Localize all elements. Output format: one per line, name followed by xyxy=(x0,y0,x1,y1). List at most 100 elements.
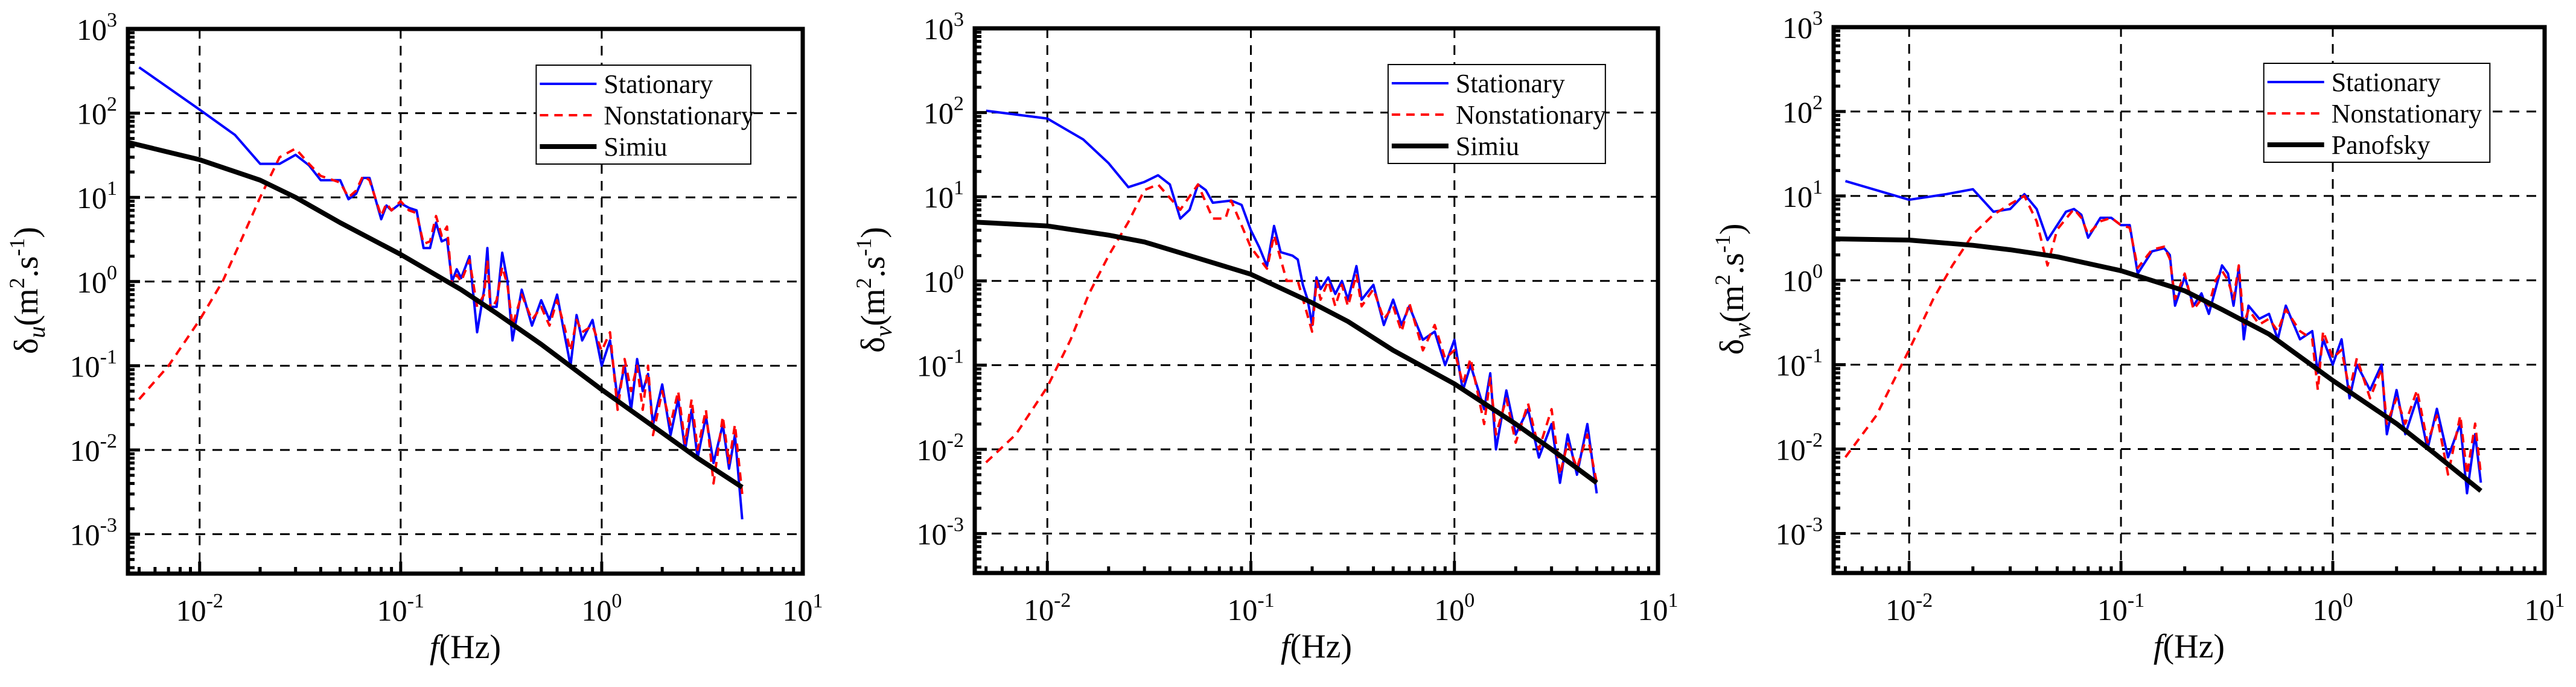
y-tick-exp: 1 xyxy=(1812,176,1823,198)
y-tick-base: 10 xyxy=(923,97,954,130)
y-tick-exp: -3 xyxy=(100,514,117,537)
y-tick-label: 10-3 xyxy=(1776,513,1823,551)
legend-label: Stationary xyxy=(2332,68,2441,97)
y-label-unit: (m xyxy=(8,288,45,326)
x-tick-base: 10 xyxy=(1227,593,1257,627)
series-line-simiu xyxy=(975,220,1598,485)
y-tick-exp: 2 xyxy=(1812,92,1823,114)
y-axis-label: δv(m2.s-1) xyxy=(852,227,897,353)
y-label-unit: ) xyxy=(1714,224,1751,235)
y-label-unit: (m xyxy=(1714,285,1751,323)
y-tick-label: 10-1 xyxy=(1776,345,1823,382)
y-tick-exp: 0 xyxy=(954,261,964,283)
y-label-subscript: w xyxy=(1729,323,1756,339)
y-tick-label: 101 xyxy=(923,177,964,214)
y-tick-exp: 3 xyxy=(954,8,964,31)
x-tick-base: 10 xyxy=(581,594,611,627)
y-tick-base: 10 xyxy=(1776,517,1806,551)
y-tick-base: 10 xyxy=(917,433,947,467)
y-axis-label: δu(m2.s-1) xyxy=(5,227,50,354)
y-tick-label: 10-3 xyxy=(70,514,117,552)
x-tick-exp: -1 xyxy=(1257,589,1274,612)
x-tick-label: 101 xyxy=(783,590,823,627)
x-tick-label: 101 xyxy=(1638,589,1679,627)
y-tick-base: 10 xyxy=(917,518,947,551)
legend-label: Stationary xyxy=(604,69,713,99)
x-tick-exp: 0 xyxy=(1464,589,1475,612)
y-tick-label: 103 xyxy=(77,9,117,46)
legend-label: Nonstationary xyxy=(2332,99,2482,128)
y-tick-label: 10-1 xyxy=(917,345,964,382)
y-tick-base: 10 xyxy=(1776,349,1806,382)
y-tick-label: 102 xyxy=(923,93,964,130)
y-tick-base: 10 xyxy=(70,349,100,383)
y-tick-label: 100 xyxy=(1782,261,1823,298)
y-label-symbol: δ xyxy=(1714,339,1751,355)
y-tick-label: 100 xyxy=(923,261,964,299)
x-label-unit: (Hz) xyxy=(439,628,501,666)
y-tick-exp: -2 xyxy=(100,430,117,452)
y-tick-label: 101 xyxy=(1782,176,1823,214)
legend-label: Panofsky xyxy=(2332,130,2431,160)
x-tick-exp: 0 xyxy=(2343,589,2353,612)
x-tick-label: 10-2 xyxy=(1886,589,1933,627)
y-label-unit: ) xyxy=(8,227,45,238)
x-tick-base: 10 xyxy=(783,594,813,627)
chart-panel-2: 10-2 10-1 100 10110-310-210-1100101102103f(… xyxy=(852,8,1679,665)
y-tick-base: 10 xyxy=(923,265,954,299)
y-tick-label: 103 xyxy=(1782,7,1823,45)
y-label-sup: 2 xyxy=(5,277,29,288)
legend-label: Stationary xyxy=(1456,69,1565,98)
x-tick-base: 10 xyxy=(377,594,407,627)
x-label-unit: (Hz) xyxy=(2163,628,2225,665)
series-line-stationary xyxy=(1844,180,2482,495)
y-tick-exp: -1 xyxy=(100,346,117,368)
x-tick-label: 10-1 xyxy=(2097,589,2144,627)
x-tick-base: 10 xyxy=(1024,593,1054,627)
y-tick-exp: 2 xyxy=(107,93,117,116)
series-line-simiu xyxy=(128,140,744,490)
x-tick-exp: 1 xyxy=(2555,589,2565,612)
x-tick-exp: -2 xyxy=(206,590,223,612)
y-tick-label: 101 xyxy=(77,177,117,215)
y-tick-label: 100 xyxy=(77,262,117,299)
y-label-unit: (m xyxy=(855,288,892,326)
y-tick-exp: 3 xyxy=(1812,7,1823,30)
series-line-stationary xyxy=(986,109,1598,494)
legend-label: Simiu xyxy=(1456,131,1519,161)
y-axis-label: δw(m2.s-1) xyxy=(1710,224,1756,355)
x-tick-base: 10 xyxy=(2525,593,2555,627)
x-tick-label: 101 xyxy=(2525,589,2565,627)
y-tick-exp: -2 xyxy=(947,429,964,452)
y-label-symbol: δ xyxy=(855,337,892,352)
y-tick-exp: -3 xyxy=(1806,513,1823,536)
y-tick-base: 10 xyxy=(77,97,107,131)
y-tick-base: 10 xyxy=(77,13,107,46)
chart-panel-3: 10-2 10-1 100 10110-310-210-1100101102103f(… xyxy=(1710,7,2565,665)
plot-frame xyxy=(1831,25,2547,575)
y-label-unit: ) xyxy=(855,227,892,238)
x-tick-base: 10 xyxy=(1638,593,1668,627)
x-tick-exp: 1 xyxy=(813,590,823,612)
y-label-subscript: v xyxy=(870,326,897,337)
x-tick-base: 10 xyxy=(1434,593,1464,627)
x-tick-exp: 0 xyxy=(611,590,622,612)
y-label-unit: .s xyxy=(1714,253,1751,274)
y-tick-base: 10 xyxy=(1782,264,1812,298)
x-axis-label: f(Hz) xyxy=(430,628,501,666)
y-tick-exp: -1 xyxy=(1806,345,1823,367)
chart-panel-1: 10-2 10-1 100 10110-310-210-1100101102103f(… xyxy=(5,9,823,666)
x-tick-label: 10-2 xyxy=(176,590,223,627)
series-line-nonstationary xyxy=(138,147,744,495)
x-axis-label: f(Hz) xyxy=(1281,628,1352,665)
y-tick-exp: 0 xyxy=(107,262,117,284)
y-tick-label: 102 xyxy=(1782,92,1823,129)
y-label-unit: .s xyxy=(855,256,892,278)
plot-frame xyxy=(126,27,805,576)
y-tick-label: 10-1 xyxy=(70,346,117,383)
y-tick-label: 10-3 xyxy=(917,514,964,551)
y-label-sup: -1 xyxy=(852,238,876,256)
